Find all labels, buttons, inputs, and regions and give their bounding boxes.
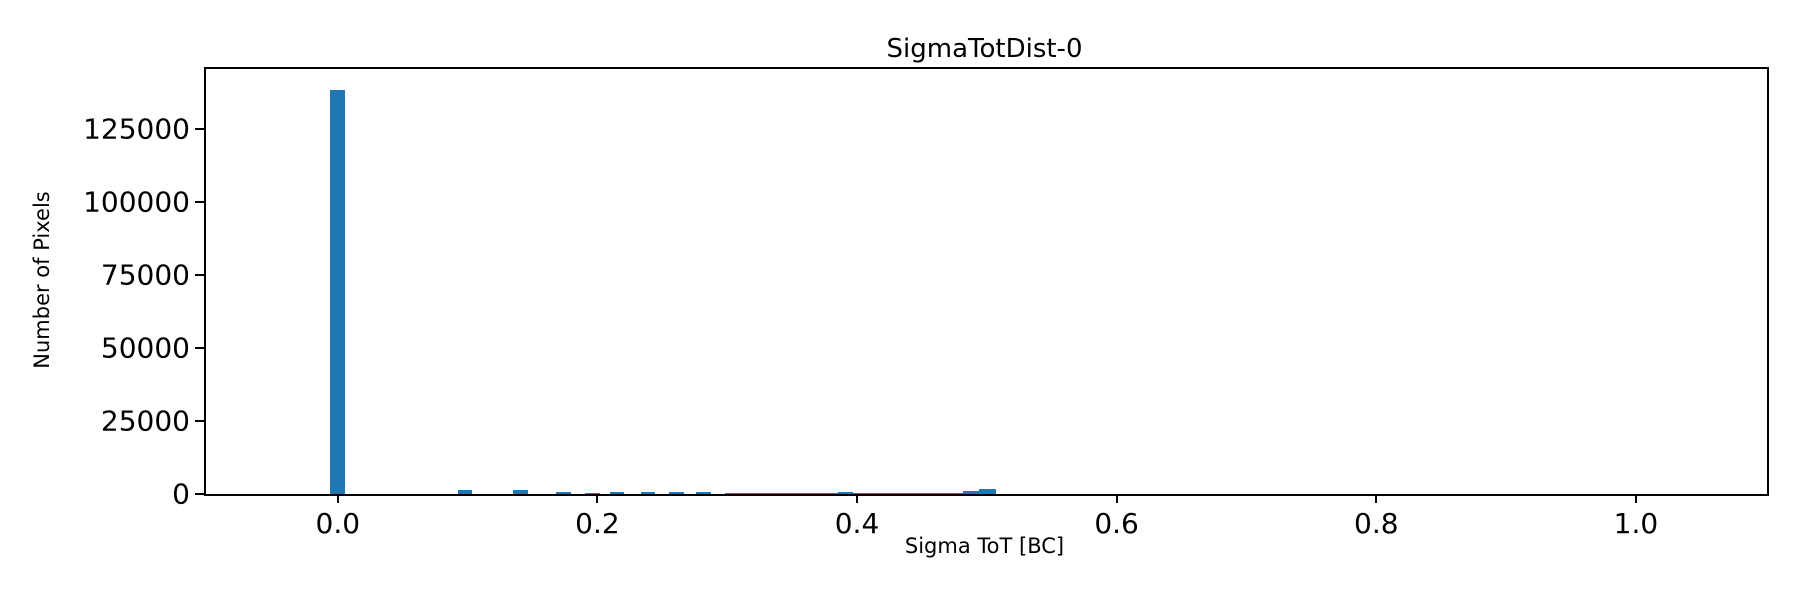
histogram-bar (457, 489, 473, 494)
x-tick-label: 1.0 (1613, 507, 1659, 540)
x-tick-label: 0.8 (1354, 507, 1399, 540)
y-tick-mark (195, 347, 204, 350)
histogram-bar (330, 90, 346, 494)
histogram-bar (696, 492, 712, 494)
y-tick-label: 25000 (100, 404, 190, 438)
chart-title: SigmaTotDist-0 (886, 34, 1083, 64)
histogram-bar (584, 492, 600, 494)
histogram-bar (837, 491, 853, 494)
y-tick-label: 100000 (83, 185, 190, 219)
histogram-bar (725, 493, 838, 495)
y-tick-mark (195, 274, 204, 277)
histogram-bar (609, 492, 625, 494)
y-tick-mark (195, 201, 204, 204)
x-tick-label: 0.4 (834, 507, 880, 540)
y-tick-label: 75000 (100, 258, 190, 292)
histogram-bar (669, 492, 685, 494)
histogram-bar (556, 491, 572, 494)
y-tick-label: 0 (172, 477, 190, 511)
plot-area: 0.0 0.2 0.4 0.6 0.8 1.0 0 25000 50000 75000 100000… (83, 67, 1769, 540)
x-tick-mark (1115, 494, 1118, 503)
y-tick-label: 50000 (100, 331, 190, 365)
x-tick-mark (336, 494, 339, 503)
histogram-bar (640, 492, 656, 494)
x-tick-mark (1375, 494, 1378, 503)
x-tick-mark (596, 494, 599, 503)
histogram-bar (513, 490, 529, 494)
x-tick-mark (1634, 494, 1637, 503)
y-tick-label: 125000 (83, 112, 190, 146)
histogram-bar (852, 493, 922, 495)
histogram-bar (978, 489, 996, 494)
x-tick-label: 0.6 (1094, 507, 1139, 540)
x-tick-label: 0.2 (575, 507, 620, 540)
histogram-bar (963, 491, 979, 494)
y-tick-mark (195, 493, 204, 495)
y-tick-mark (195, 420, 204, 422)
histogram-bar (921, 492, 964, 494)
y-axis-label: Number of Pixels (30, 191, 54, 369)
x-tick-mark (856, 494, 858, 503)
x-axis-label: Sigma ToT [BC] (904, 534, 1065, 558)
y-tick-mark (195, 128, 204, 131)
x-tick-label: 0.0 (315, 507, 361, 540)
